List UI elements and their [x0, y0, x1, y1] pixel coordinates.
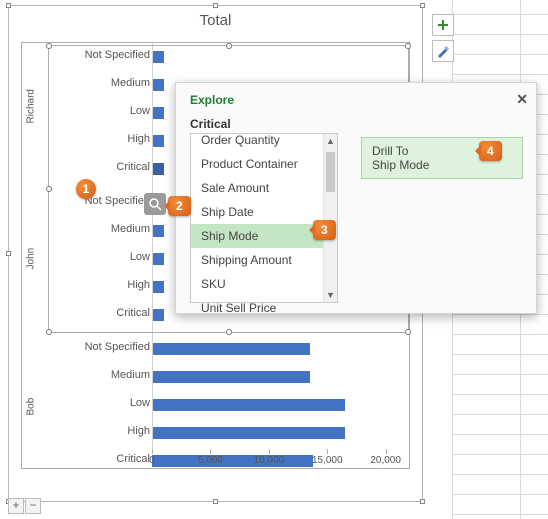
list-item[interactable]: Product Container [191, 152, 337, 176]
scroll-up-icon[interactable]: ▲ [324, 134, 337, 148]
x-tick-label: 10,000 [254, 455, 285, 466]
bar[interactable] [152, 427, 345, 439]
category-label: Low [70, 397, 150, 409]
bar[interactable] [152, 455, 313, 467]
callout-2: 2 [168, 196, 191, 216]
bar[interactable] [152, 343, 310, 355]
list-item[interactable]: Unit Sell Price [191, 296, 337, 320]
chart-title: Total [9, 12, 422, 29]
chart-add-element-button[interactable] [432, 14, 454, 36]
zoom-in-button[interactable]: + [8, 498, 24, 514]
list-item[interactable]: Shipping Amount [191, 248, 337, 272]
zoom-controls: +− [8, 498, 42, 514]
group-label: Richard [26, 110, 37, 124]
x-tick-label: 20,000 [370, 455, 401, 466]
zoom-out-button[interactable]: − [25, 498, 41, 514]
bar[interactable] [152, 399, 345, 411]
list-item[interactable]: Sale Amount [191, 176, 337, 200]
bar[interactable] [152, 371, 310, 383]
x-tick-label: 0 [149, 455, 155, 466]
list-item[interactable]: SKU [191, 272, 337, 296]
x-tick-label: 5,000 [198, 455, 223, 466]
chart-styles-button[interactable] [432, 40, 454, 62]
popup-title: Explore [190, 93, 536, 107]
callout-3: 3 [313, 220, 336, 240]
group-label: Bob [26, 402, 37, 416]
scroll-down-icon[interactable]: ▼ [324, 288, 337, 302]
close-icon[interactable]: ✕ [516, 91, 528, 108]
category-label: Critical [70, 453, 150, 465]
category-label: Medium [70, 369, 150, 381]
explore-popup: ✕ Explore Critical Order QuantityProduct… [175, 82, 537, 314]
list-item[interactable]: Order Quantity [191, 128, 337, 152]
x-tick-label: 15,000 [312, 455, 343, 466]
group-label: John [26, 256, 37, 270]
scrollbar[interactable]: ▲ ▼ [323, 134, 337, 302]
callout-1: 1 [76, 179, 96, 199]
callout-4: 4 [479, 141, 502, 161]
category-label: Not Specified [70, 341, 150, 353]
category-label: High [70, 425, 150, 437]
scroll-thumb[interactable] [326, 152, 335, 192]
field-listbox[interactable]: Order QuantityProduct ContainerSale Amou… [190, 133, 338, 303]
